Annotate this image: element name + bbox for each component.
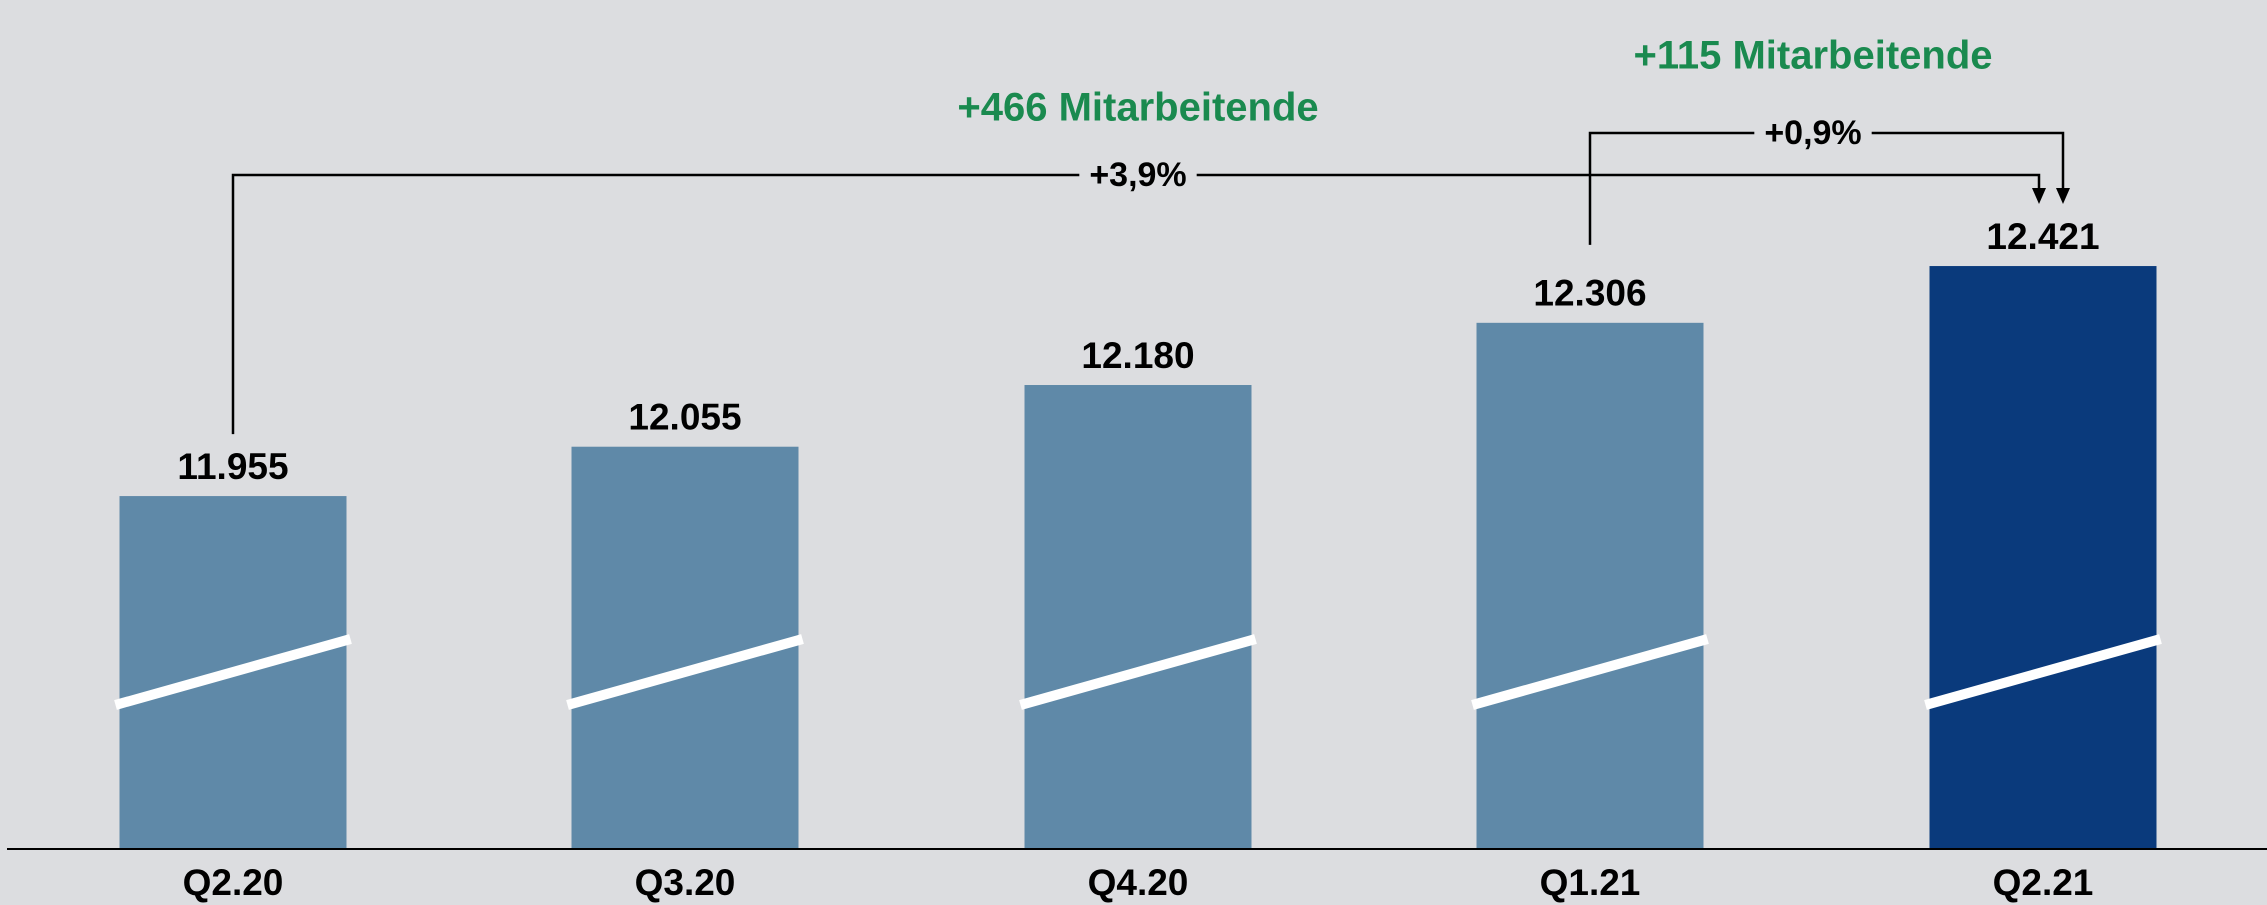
value-label: 12.421: [1986, 216, 2099, 257]
value-label: 12.055: [628, 396, 741, 437]
change-label: +3,9%: [1089, 156, 1186, 194]
annotation: +466 Mitarbeitende: [957, 86, 1318, 130]
change-label: +0,9%: [1764, 114, 1861, 152]
axis-break: [1019, 634, 1257, 710]
axis-break: [566, 634, 804, 710]
bar: [1476, 322, 1704, 849]
annotation: +115 Mitarbeitende: [1633, 34, 1992, 78]
x-tick-label: Q2.21: [1993, 862, 2094, 903]
axis-break: [1924, 634, 2162, 710]
x-tick-label: Q3.20: [635, 862, 736, 903]
bar: [1024, 385, 1252, 849]
bracket-arrow: [2032, 188, 2046, 204]
axis-break: [114, 634, 352, 710]
x-tick-label: Q4.20: [1088, 862, 1189, 903]
x-tick-label: Q1.21: [1540, 862, 1641, 903]
value-label: 12.180: [1081, 335, 1194, 376]
bar: [1929, 266, 2157, 849]
label-background: [1754, 127, 1872, 139]
x-tick-label: Q2.20: [183, 862, 284, 903]
label-background: [1079, 169, 1197, 181]
bracket-arrow: [2056, 188, 2070, 204]
value-label: 12.306: [1533, 273, 1646, 314]
axis-break: [1471, 634, 1709, 710]
value-label: 11.955: [177, 446, 288, 487]
